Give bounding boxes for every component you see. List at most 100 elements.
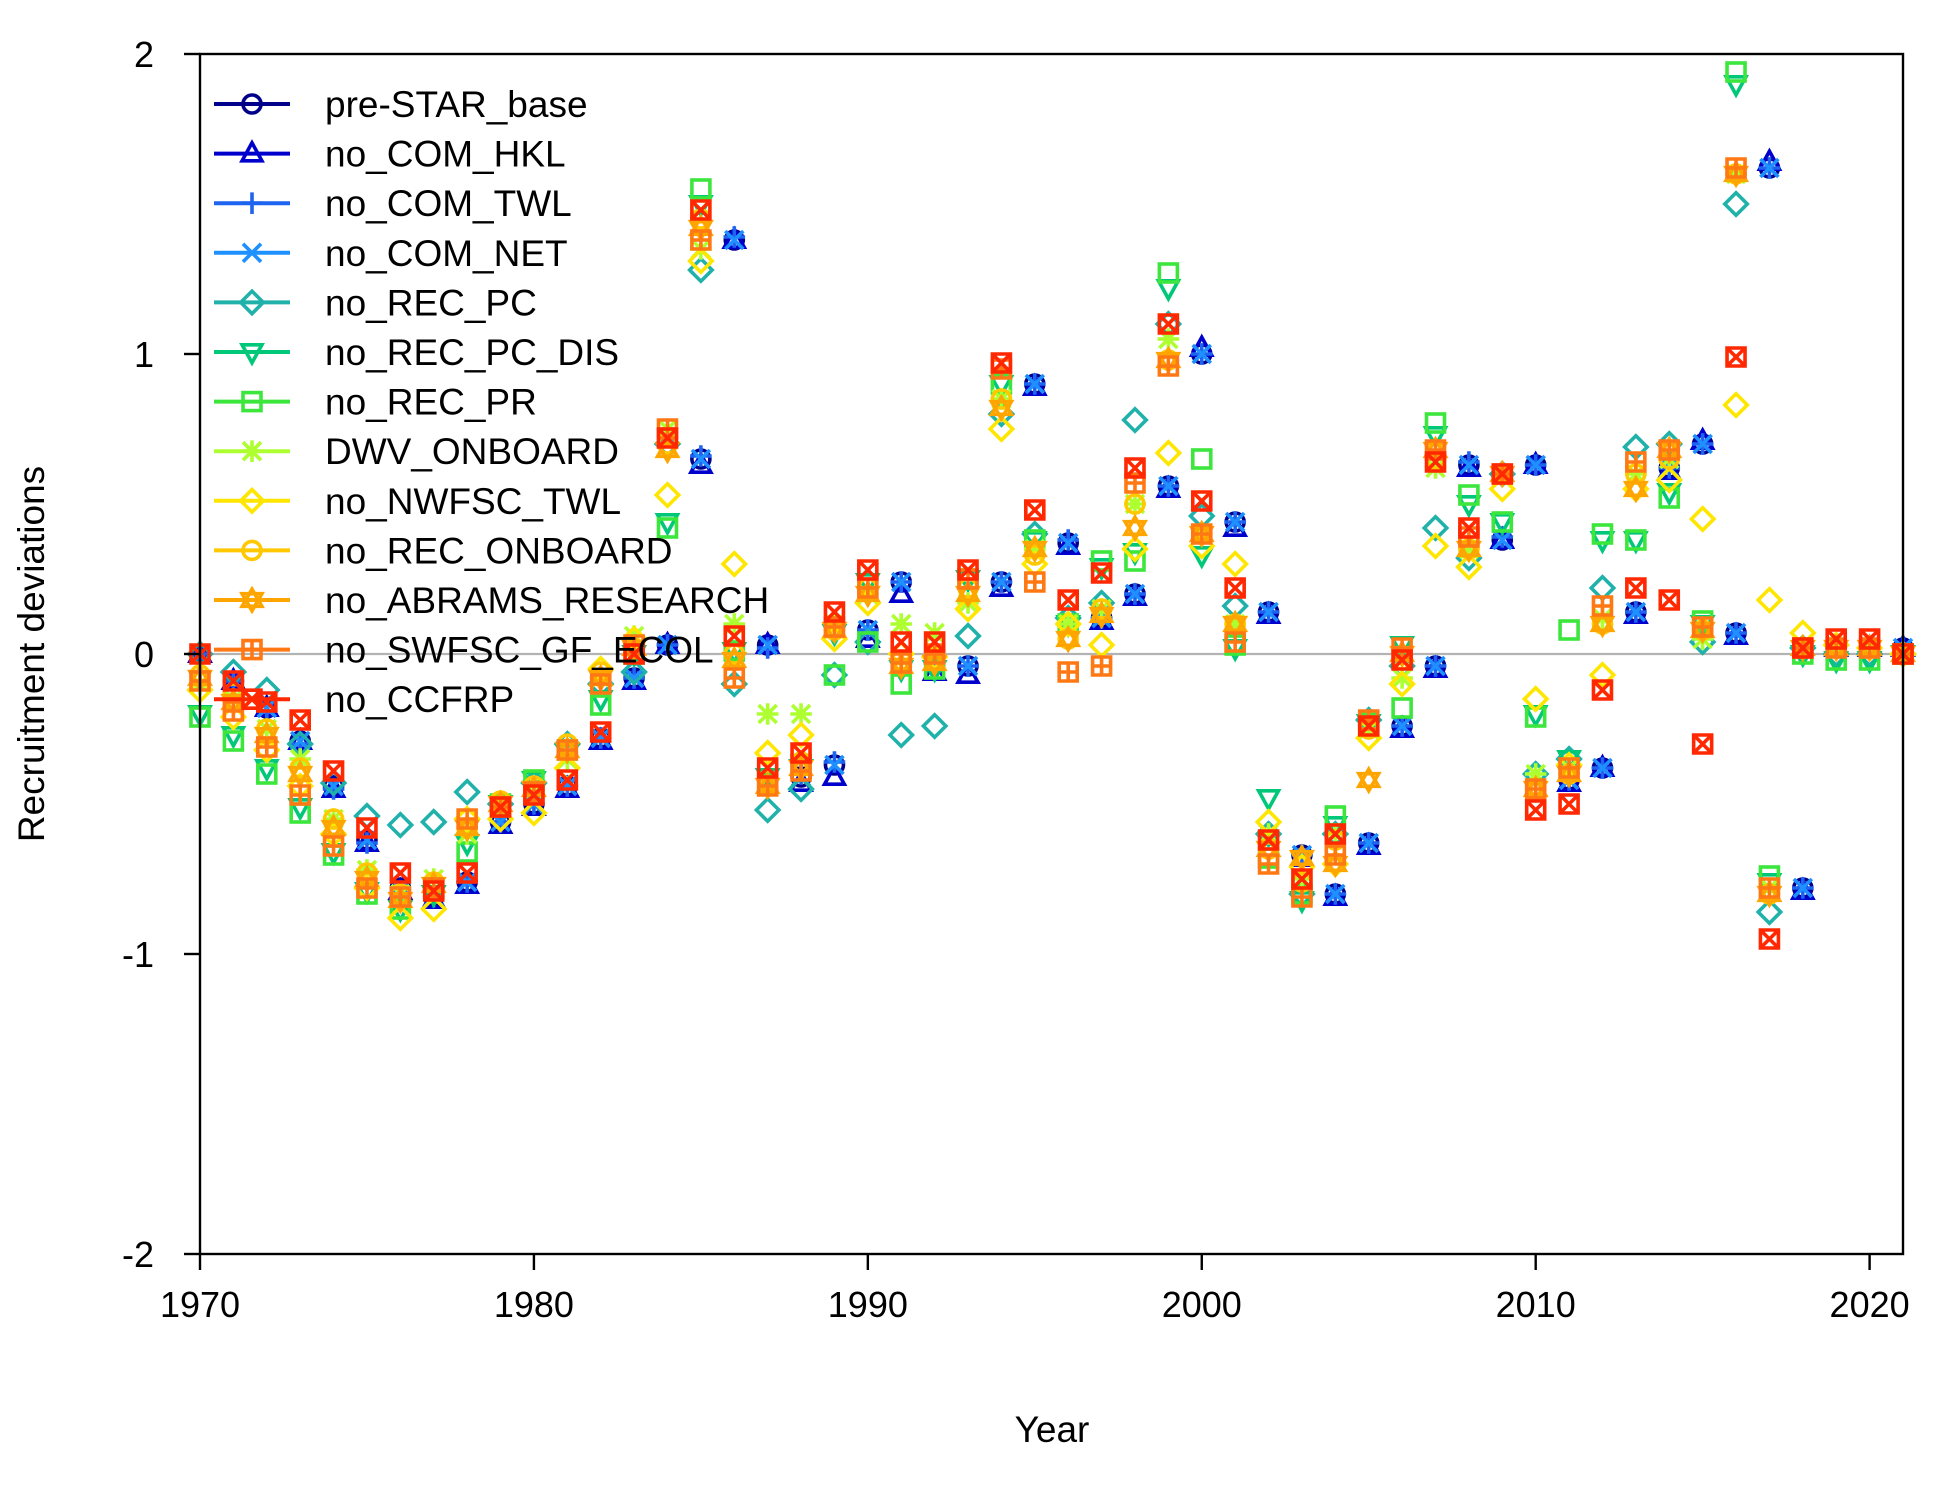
data-point — [1758, 877, 1781, 899]
data-point — [1157, 355, 1180, 377]
data-point — [1391, 715, 1413, 737]
data-point — [756, 703, 779, 725]
data-point — [920, 712, 949, 740]
data-point — [422, 880, 445, 902]
data-point — [823, 664, 846, 686]
data-point — [620, 658, 648, 686]
data-point — [1591, 679, 1614, 701]
legend-marker — [241, 192, 263, 214]
data-point — [1124, 583, 1146, 605]
legend-item: pre-STAR_base — [214, 84, 588, 125]
legend-label: no_NWFSC_TWL — [325, 481, 621, 522]
data-point — [1424, 451, 1447, 473]
legend-item: no_REC_PC_DIS — [214, 332, 619, 373]
data-point — [857, 559, 879, 581]
data-point — [1158, 475, 1179, 497]
data-point — [690, 229, 712, 251]
data-point — [322, 835, 345, 857]
data-point — [222, 700, 245, 722]
data-point — [1591, 595, 1614, 617]
data-point — [453, 778, 481, 806]
legend-label: no_SWFSC_GF_ECOL — [325, 630, 714, 671]
data-point — [1224, 631, 1246, 653]
legend-marker — [241, 440, 263, 462]
legend-item: DWV_ONBOARD — [214, 431, 619, 472]
legend-marker — [241, 638, 263, 661]
data-point — [1124, 457, 1146, 479]
data-point — [322, 808, 345, 830]
data-point — [957, 655, 979, 677]
data-point — [1458, 538, 1480, 560]
legend-marker — [239, 139, 265, 163]
data-point — [954, 622, 982, 650]
data-point — [1057, 589, 1079, 611]
data-point — [386, 904, 415, 932]
data-point — [1425, 655, 1446, 677]
data-point — [1421, 514, 1450, 542]
data-point — [690, 199, 712, 221]
legend-marker — [239, 342, 265, 367]
legend-item: no_NWFSC_TWL — [214, 481, 621, 522]
legend-item: no_SWFSC_GF_ECOL — [214, 630, 714, 671]
data-point — [987, 415, 1016, 443]
data-point — [1421, 532, 1450, 560]
data-point — [1625, 601, 1647, 623]
data-point — [656, 517, 679, 539]
data-point — [255, 736, 278, 758]
data-point — [1491, 511, 1514, 533]
data-point — [1524, 763, 1547, 785]
data-point — [653, 481, 682, 509]
data-point — [1224, 613, 1246, 635]
x-tick-label: 1970 — [160, 1284, 240, 1325]
data-point — [723, 613, 746, 635]
data-point — [289, 784, 311, 806]
data-point — [1157, 313, 1180, 335]
data-point — [1658, 439, 1681, 461]
data-point — [1625, 451, 1647, 473]
data-point — [1658, 589, 1681, 611]
data-point — [1691, 733, 1714, 755]
legend-label: no_ABRAMS_RESEARCH — [325, 580, 769, 621]
data-point — [1090, 562, 1113, 584]
data-point — [990, 352, 1013, 374]
data-point — [1190, 523, 1213, 545]
data-point — [1589, 609, 1616, 639]
x-tick-label: 1980 — [494, 1284, 574, 1325]
data-point — [724, 229, 745, 251]
y-tick-label: 1 — [134, 334, 154, 375]
data-point — [1121, 406, 1149, 434]
data-point — [1391, 667, 1413, 689]
legend: pre-STAR_base no_COM_HKL no_COM_TWL no_COM_… — [214, 84, 769, 720]
legend-item: no_REC_PC — [214, 282, 537, 323]
data-point — [991, 571, 1012, 593]
data-point — [753, 739, 782, 767]
data-point — [1524, 799, 1547, 821]
data-point — [520, 799, 548, 827]
legend-marker — [238, 585, 266, 615]
x-tick-label: 2000 — [1162, 1284, 1242, 1325]
data-point — [1121, 513, 1149, 543]
legend-label: no_REC_PC — [325, 282, 537, 323]
data-point — [1625, 529, 1647, 551]
x-tick-label: 2020 — [1830, 1284, 1910, 1325]
data-point — [1722, 190, 1750, 218]
data-point — [821, 762, 848, 787]
data-point — [1622, 474, 1649, 504]
data-point — [1024, 373, 1046, 395]
data-point — [1455, 553, 1483, 581]
data-point — [1725, 157, 1747, 179]
data-point — [489, 796, 512, 818]
data-point — [1692, 433, 1713, 455]
data-point — [1190, 490, 1213, 512]
data-point — [1357, 715, 1380, 737]
data-point — [287, 759, 314, 789]
data-point — [1558, 793, 1580, 815]
data-point — [419, 895, 448, 923]
data-point — [687, 247, 715, 275]
data-point — [1325, 883, 1346, 905]
legend-label: no_REC_PR — [325, 382, 537, 423]
data-point — [756, 637, 779, 659]
data-point — [1491, 463, 1514, 485]
data-point — [1723, 75, 1749, 99]
